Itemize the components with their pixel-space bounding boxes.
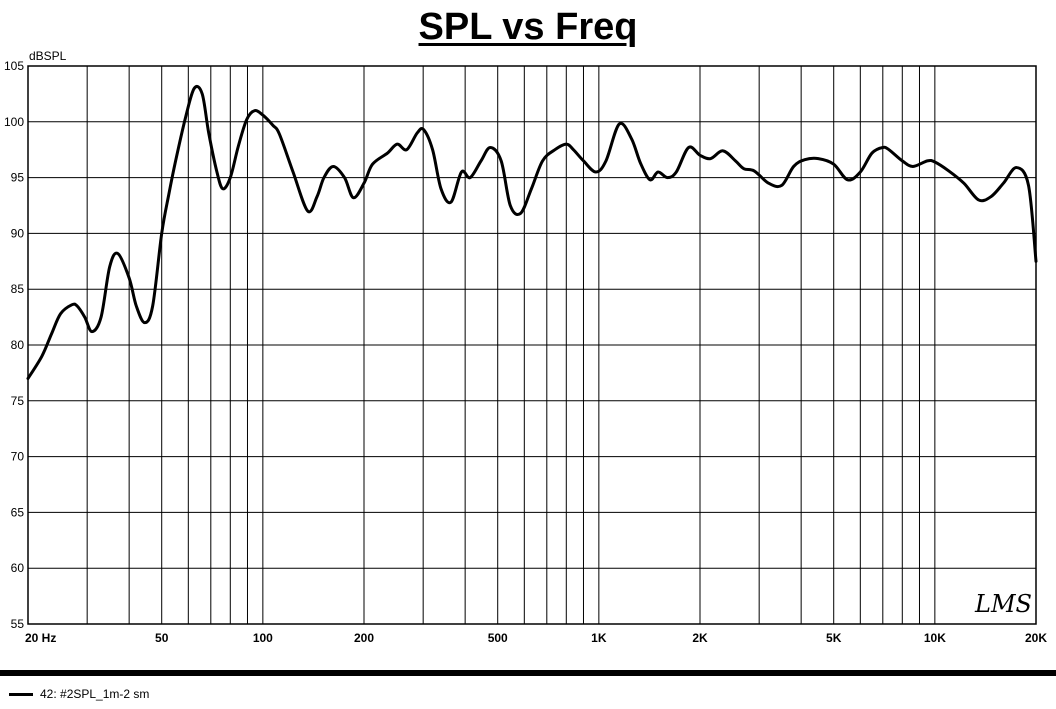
y-tick-label: 95 (11, 171, 25, 185)
plot-frame (27, 65, 1037, 625)
series-group (26, 84, 1038, 380)
bottom-rule (0, 670, 1056, 676)
x-tick-label: 10K (924, 631, 946, 645)
lms-watermark: LMS (974, 590, 1032, 618)
y-axis-ticks: 105 100 95 90 85 80 75 70 65 60 55 (4, 59, 24, 631)
x-tick-label: 2K (692, 631, 708, 645)
y-tick-label: 55 (11, 617, 25, 631)
y-tick-label: 105 (4, 59, 24, 73)
y-tick-label: 75 (11, 394, 25, 408)
y-tick-label: 85 (11, 282, 25, 296)
y-axis-label: dBSPL (29, 49, 67, 63)
x-tick-label: 5K (826, 631, 842, 645)
x-axis-ticks: 20 Hz 50 100 200 500 1K 2K 5K 10K 20K (25, 631, 1047, 645)
legend: 42: #2SPL_1m-2 sm (9, 685, 149, 703)
legend-label: 42: #2SPL_1m-2 sm (40, 687, 150, 701)
x-tick-label: 50 (155, 631, 169, 645)
legend-swatch (9, 692, 33, 696)
chart-title: SPL vs Freq (418, 6, 638, 48)
y-tick-label: 60 (11, 561, 25, 575)
x-tick-label: 500 (488, 631, 508, 645)
x-tick-label: 20K (1025, 631, 1047, 645)
y-tick-label: 65 (11, 505, 25, 519)
y-tick-label: 70 (11, 450, 25, 464)
spl-chart: 105 100 95 90 85 80 75 70 65 60 55 20 Hz 50 100 200 50… (4, 49, 1047, 645)
y-tick-label: 80 (11, 338, 25, 352)
x-tick-label: 20 Hz (25, 631, 56, 645)
y-tick-label: 100 (4, 115, 24, 129)
x-tick-label: 100 (253, 631, 273, 645)
x-tick-label: 1K (591, 631, 607, 645)
grid-lines (28, 66, 1036, 624)
y-tick-label: 90 (11, 226, 25, 240)
spl-series-line (26, 84, 1038, 380)
x-tick-label: 200 (354, 631, 374, 645)
